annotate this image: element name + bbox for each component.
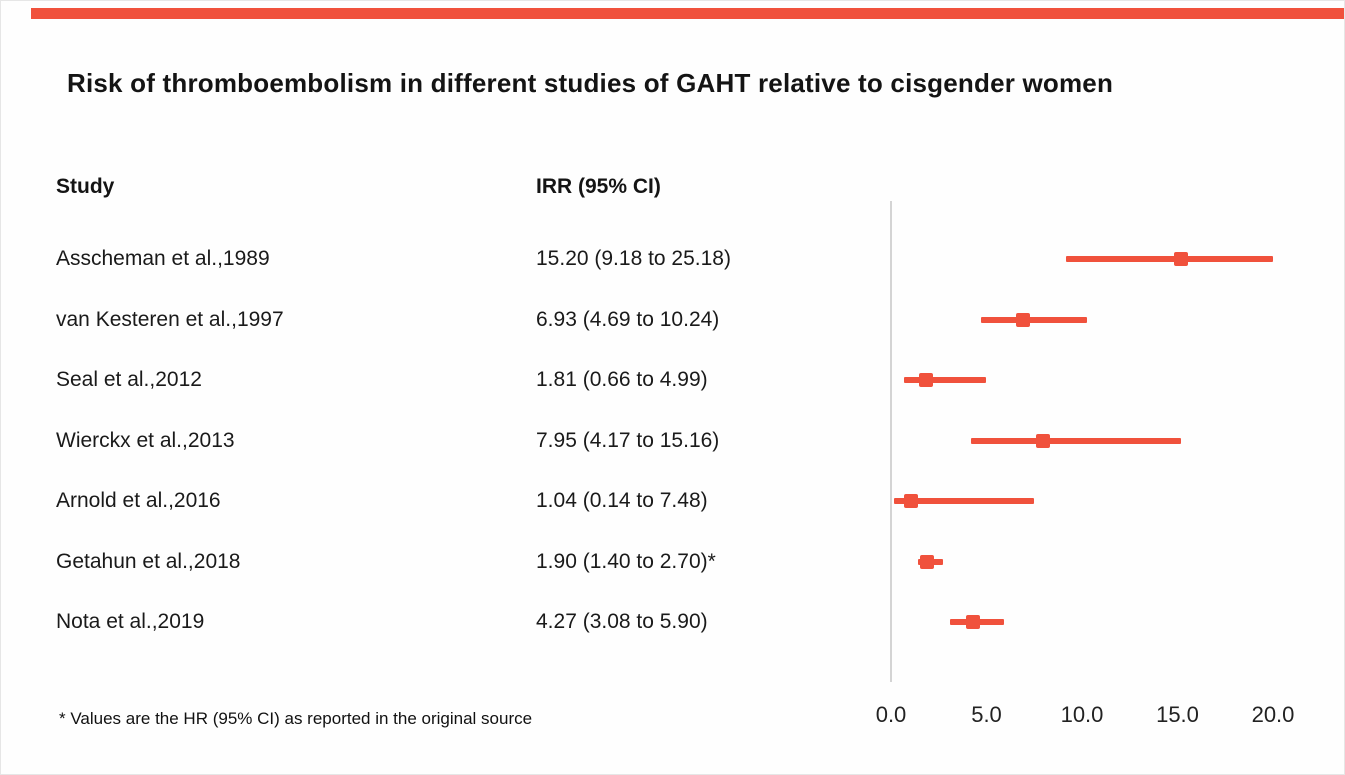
- confidence-interval-line: [903, 377, 987, 383]
- plot-axis-line: [890, 201, 892, 682]
- irr-value-label: 1.90 (1.40 to 2.70)*: [536, 549, 716, 573]
- irr-value-label: 6.93 (4.69 to 10.24): [536, 307, 720, 331]
- point-estimate-marker: [903, 494, 918, 508]
- study-label: van Kesteren et al.,1997: [56, 307, 284, 331]
- point-estimate-marker: [1035, 433, 1050, 448]
- study-label: Arnold et al.,2016: [56, 489, 221, 512]
- irr-value-label: 15.20 (9.18 to 25.18): [536, 247, 731, 270]
- x-axis-tick-label: 10.0: [1060, 702, 1104, 727]
- footnote: * Values are the HR (95% CI) as reported…: [59, 709, 533, 728]
- confidence-interval-line: [893, 498, 1034, 504]
- irr-value-label: 4.27 (3.08 to 5.90): [536, 610, 708, 633]
- study-column-header: Study: [56, 175, 115, 198]
- confidence-interval-line: [1066, 256, 1273, 262]
- confidence-interval-line: [980, 316, 1087, 323]
- point-estimate-marker: [920, 554, 935, 569]
- x-axis-tick-label: 20.0: [1251, 702, 1295, 727]
- confidence-interval-line: [970, 437, 1181, 444]
- irr-column-header: IRR (95% CI): [536, 175, 661, 198]
- accent-top-bar: [31, 8, 1344, 19]
- study-label: Wierckx et al.,2013: [56, 428, 235, 452]
- x-axis-tick-label: 5.0: [971, 702, 1002, 727]
- point-estimate-marker: [1016, 312, 1031, 327]
- point-estimate-marker: [965, 615, 980, 629]
- study-label: Seal et al.,2012: [56, 368, 202, 391]
- point-estimate-marker: [918, 373, 933, 387]
- point-estimate-marker: [1174, 252, 1189, 266]
- irr-value-label: 1.04 (0.14 to 7.48): [536, 489, 708, 512]
- study-label: Nota et al.,2019: [56, 610, 205, 633]
- irr-value-label: 1.81 (0.66 to 4.99): [536, 368, 708, 391]
- study-label: Getahun et al.,2018: [56, 549, 241, 573]
- study-label: Asscheman et al.,1989: [56, 247, 270, 270]
- x-axis-tick-label: 15.0: [1156, 702, 1199, 727]
- chart-title: Risk of thromboembolism in different stu…: [67, 68, 1114, 98]
- x-axis-tick-label: 0.0: [875, 702, 907, 727]
- irr-value-label: 7.95 (4.17 to 15.16): [536, 428, 720, 452]
